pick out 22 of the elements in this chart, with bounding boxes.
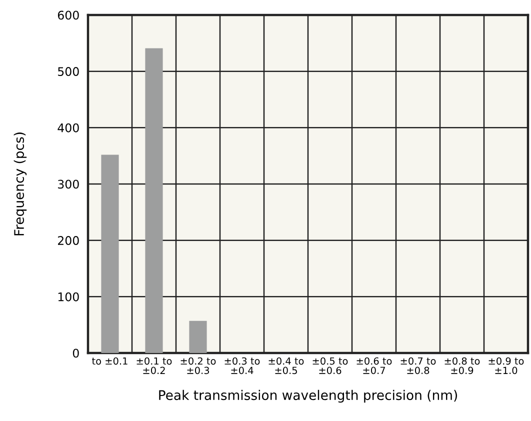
x-tick-label: to ±0.1 bbox=[92, 357, 128, 365]
x-tick-label: ±0.6 to ±0.7 bbox=[356, 357, 392, 374]
y-tick-label: 0 bbox=[72, 348, 79, 358]
x-tick-label: ±0.9 to ±1.0 bbox=[488, 357, 524, 374]
x-axis-title: Peak transmission wavelength precision (nm) bbox=[159, 390, 458, 403]
bar bbox=[101, 154, 119, 353]
x-tick-label: ±0.1 to ±0.2 bbox=[136, 357, 172, 374]
y-tick-label: 200 bbox=[58, 236, 79, 245]
bar bbox=[189, 320, 207, 353]
y-tick-label: 400 bbox=[58, 123, 79, 132]
y-tick-label: 500 bbox=[58, 67, 79, 76]
x-tick-label: ±0.5 to ±0.6 bbox=[312, 357, 348, 374]
x-tick-label: ±0.8 to ±0.9 bbox=[444, 357, 480, 374]
y-tick-label: 300 bbox=[58, 180, 79, 189]
x-tick-label: ±0.3 to ±0.4 bbox=[224, 357, 260, 374]
y-axis-title: Frequency (pcs) bbox=[14, 132, 27, 236]
bar bbox=[145, 48, 163, 353]
x-tick-label: ±0.2 to ±0.3 bbox=[180, 357, 216, 374]
x-tick-label: ±0.4 to ±0.5 bbox=[268, 357, 304, 374]
y-tick-label: 100 bbox=[58, 292, 79, 302]
x-tick-label: ±0.7 to ±0.8 bbox=[400, 357, 436, 374]
y-tick-label: 600 bbox=[58, 10, 79, 20]
